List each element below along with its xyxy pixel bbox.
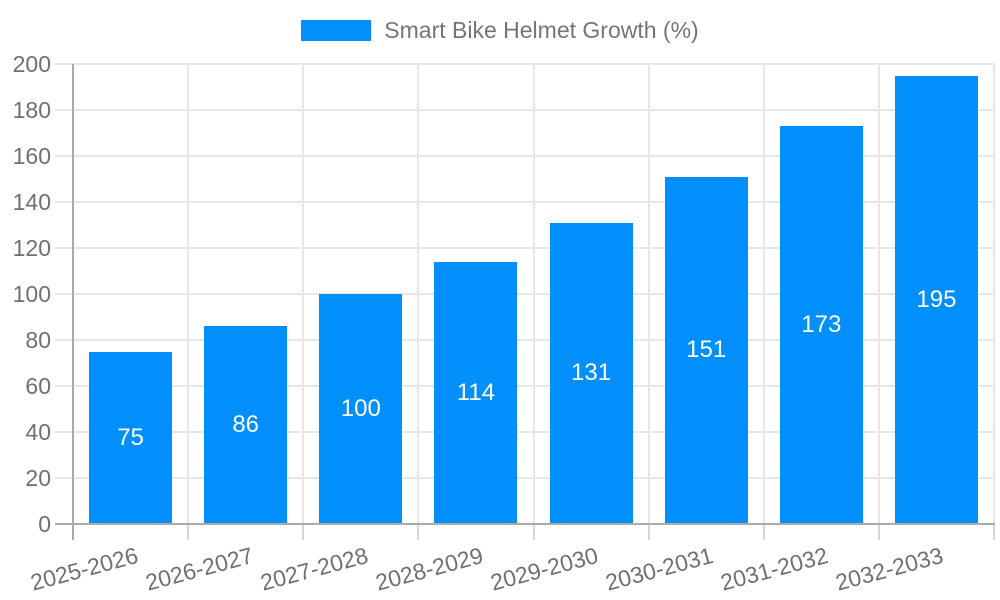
y-tick xyxy=(55,339,73,341)
bar-value-label: 195 xyxy=(916,285,957,313)
x-tick xyxy=(302,524,305,540)
y-tick xyxy=(55,247,73,249)
x-axis-label: 2027-2028 xyxy=(257,542,371,596)
y-tick xyxy=(55,293,73,295)
bar-value-label: 114 xyxy=(456,378,496,406)
y-axis-label: 200 xyxy=(12,51,51,77)
legend-label: Smart Bike Helmet Growth (%) xyxy=(384,17,699,43)
y-axis-label: 0 xyxy=(38,511,51,537)
bar-value-label: 131 xyxy=(571,359,612,387)
x-tick xyxy=(762,524,765,540)
x-gridline xyxy=(417,64,420,524)
x-axis-label: 2029-2030 xyxy=(487,542,601,596)
x-tick xyxy=(532,524,535,540)
x-gridline xyxy=(993,64,995,524)
x-tick xyxy=(417,524,420,540)
y-tick xyxy=(55,477,73,479)
x-gridline xyxy=(762,64,765,524)
x-gridline xyxy=(187,64,190,524)
x-axis-label: 2028-2029 xyxy=(372,542,486,596)
legend[interactable]: Smart Bike Helmet Growth (%) xyxy=(0,17,1000,44)
bar-value-label: 86 xyxy=(232,411,260,439)
y-axis-label: 40 xyxy=(25,419,51,445)
y-tick xyxy=(55,63,73,65)
y-tick xyxy=(55,431,73,433)
bar[interactable]: 100 xyxy=(319,294,403,524)
x-axis-label: 2030-2031 xyxy=(602,542,716,596)
bar-value-label: 75 xyxy=(117,423,144,451)
bar[interactable]: 151 xyxy=(664,176,748,524)
y-tick xyxy=(55,385,73,387)
bar[interactable]: 173 xyxy=(779,126,863,524)
x-axis-label: 2025-2026 xyxy=(27,542,141,596)
bar[interactable]: 86 xyxy=(204,326,288,524)
bar[interactable]: 114 xyxy=(434,261,518,524)
y-axis-label: 180 xyxy=(12,97,51,123)
y-axis-label: 20 xyxy=(25,465,51,491)
x-gridline xyxy=(877,64,880,524)
y-tick xyxy=(55,201,73,203)
x-tick xyxy=(647,524,650,540)
y-axis-line xyxy=(72,64,74,540)
bar-value-label: 173 xyxy=(801,311,842,339)
x-axis-label: 2031-2032 xyxy=(718,542,832,596)
y-tick xyxy=(55,109,73,111)
bar[interactable]: 195 xyxy=(894,75,978,524)
y-axis-label: 60 xyxy=(25,373,51,399)
x-tick xyxy=(993,524,995,540)
y-axis-label: 100 xyxy=(12,281,51,307)
x-axis-label: 2026-2027 xyxy=(142,542,256,596)
x-gridline xyxy=(647,64,650,524)
x-tick xyxy=(877,524,880,540)
bar-value-label: 100 xyxy=(340,395,381,422)
y-tick xyxy=(55,155,73,157)
x-gridline xyxy=(532,64,535,524)
y-axis-label: 140 xyxy=(12,189,51,215)
bar[interactable]: 75 xyxy=(89,351,173,524)
x-axis-line xyxy=(55,523,995,525)
legend-swatch xyxy=(301,20,372,41)
x-axis-label: 2032-2033 xyxy=(833,542,947,596)
x-gridline xyxy=(302,64,305,524)
bar[interactable]: 131 xyxy=(549,222,633,524)
bar-value-label: 151 xyxy=(686,336,727,364)
y-axis-label: 160 xyxy=(12,143,51,169)
x-tick xyxy=(187,524,190,540)
y-axis-label: 120 xyxy=(12,235,51,261)
y-axis-label: 80 xyxy=(25,327,51,353)
